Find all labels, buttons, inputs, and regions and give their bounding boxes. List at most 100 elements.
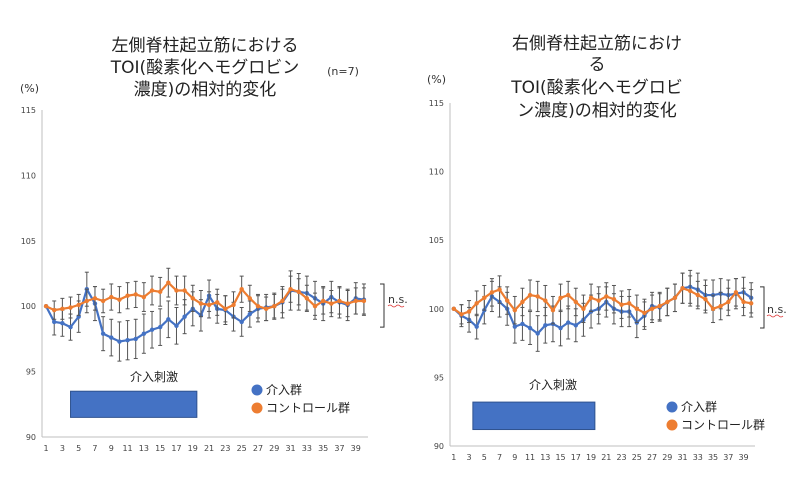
x-tick-label: 39 <box>351 444 361 453</box>
data-point <box>474 324 479 329</box>
data-point <box>84 298 90 304</box>
data-point <box>304 296 310 301</box>
x-tick-label: 1 <box>44 444 49 453</box>
x-tick-label: 3 <box>467 453 472 462</box>
data-point <box>581 306 586 311</box>
x-tick-label: 29 <box>269 444 279 453</box>
x-tick-label: 33 <box>693 453 703 462</box>
significance-label: n.s. <box>767 303 787 316</box>
chart-title-line: TOI(酸素化ヘモグロビ <box>510 78 682 98</box>
legend-label: コントロール群 <box>266 401 350 415</box>
data-point <box>76 302 81 308</box>
data-point <box>247 311 253 317</box>
data-point <box>573 299 579 305</box>
data-point <box>748 301 754 306</box>
data-point <box>512 307 518 313</box>
data-point <box>741 299 746 305</box>
data-point <box>665 299 670 305</box>
data-point <box>726 299 731 305</box>
data-point <box>482 295 487 301</box>
legend-marker <box>666 419 678 431</box>
x-tick-label: 35 <box>318 444 328 453</box>
data-point <box>642 310 647 316</box>
x-tick-label: 9 <box>512 453 517 462</box>
x-tick-label: 25 <box>632 453 642 462</box>
stimulus-label: 介入刺激 <box>130 370 178 384</box>
data-point <box>109 335 114 340</box>
x-tick-label: 35 <box>708 453 718 462</box>
x-tick-label: 17 <box>171 444 181 453</box>
data-point <box>141 294 147 300</box>
x-tick-label: 5 <box>482 453 487 462</box>
x-tick-label: 17 <box>571 453 581 462</box>
data-point <box>649 306 655 311</box>
x-tick-label: 19 <box>586 453 596 462</box>
series-line <box>45 286 365 343</box>
data-point <box>657 303 662 309</box>
data-point <box>489 290 495 295</box>
data-point <box>239 319 244 325</box>
spellcheck-underline <box>387 304 405 308</box>
data-point <box>527 292 533 298</box>
data-point <box>182 314 187 319</box>
legend-marker <box>251 384 263 396</box>
data-point <box>109 294 114 300</box>
data-point <box>52 307 57 313</box>
y-tick-label: 100 <box>21 302 36 311</box>
data-point <box>182 288 187 293</box>
x-tick-label: 11 <box>122 444 132 453</box>
y-tick-label: 90 <box>434 442 444 451</box>
data-point <box>92 296 98 301</box>
y-tick-label: 110 <box>21 171 36 180</box>
data-point <box>117 339 122 344</box>
x-tick-label: 7 <box>497 453 502 462</box>
data-point <box>626 301 632 306</box>
data-point <box>117 297 122 302</box>
data-point <box>157 324 163 330</box>
data-point <box>231 302 236 308</box>
chart-title-line: ン濃度)の相対的変化 <box>517 101 677 121</box>
y-tick-label: 95 <box>434 373 444 382</box>
data-point <box>619 302 624 307</box>
data-point <box>695 292 701 298</box>
data-point <box>60 321 65 326</box>
data-point <box>543 323 548 328</box>
data-point <box>312 304 318 309</box>
data-point <box>337 298 342 304</box>
data-point <box>43 304 49 309</box>
significance-bracket <box>380 283 385 328</box>
legend-label: コントロール群 <box>681 418 765 432</box>
data-point <box>565 320 571 325</box>
x-tick-label: 27 <box>253 444 263 453</box>
data-point <box>718 303 723 309</box>
y-axis-label: (%) <box>427 73 446 86</box>
data-point <box>157 289 163 295</box>
series-line <box>453 285 752 335</box>
data-point <box>280 298 285 304</box>
data-point <box>174 288 179 293</box>
x-tick-label: 15 <box>155 444 165 453</box>
y-tick-label: 115 <box>21 106 36 115</box>
data-point <box>247 296 253 301</box>
data-point <box>451 306 457 311</box>
data-point <box>345 301 350 306</box>
data-point <box>263 306 269 312</box>
data-point <box>672 295 678 301</box>
data-point <box>223 306 228 312</box>
data-point <box>687 288 693 294</box>
stimulus-label: 介入刺激 <box>529 378 577 392</box>
data-point <box>100 331 106 336</box>
data-point <box>543 298 548 303</box>
data-point <box>288 286 293 292</box>
data-point <box>611 296 617 302</box>
y-tick-label: 105 <box>429 236 444 245</box>
data-point <box>604 294 609 299</box>
x-tick-label: 39 <box>738 453 748 462</box>
x-tick-label: 3 <box>60 444 65 453</box>
y-tick-label: 95 <box>26 368 36 377</box>
data-point <box>133 292 138 297</box>
chart-panel-right: 右側脊柱起立筋におけるTOI(酸素化ヘモグロビン濃度)の相対的変化(%)9095… <box>427 34 787 462</box>
x-tick-label: 9 <box>109 444 114 453</box>
series-line <box>453 286 752 316</box>
x-tick-label: 11 <box>525 453 535 462</box>
